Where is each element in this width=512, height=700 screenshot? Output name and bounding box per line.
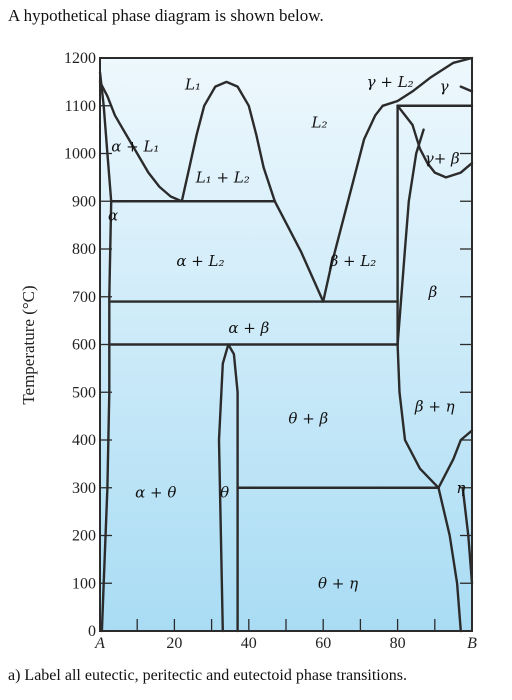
phase-boundary bbox=[437, 429, 474, 489]
x-tick-label: A bbox=[94, 635, 105, 652]
phase-boundary bbox=[459, 85, 474, 93]
phase-boundary bbox=[396, 128, 440, 489]
phase-label: β + η bbox=[414, 398, 455, 416]
x-tick-label: B bbox=[467, 635, 477, 652]
phase-label: α + β bbox=[228, 319, 269, 337]
x-axis-ticks: A 20 40 60 80 B bbox=[94, 619, 477, 652]
phase-boundary bbox=[381, 56, 474, 107]
question-text: a) Label all eutectic, peritectic and eu… bbox=[8, 667, 407, 684]
phase-label: α + L₁ bbox=[111, 137, 159, 155]
intro-text: A hypothetical phase diagram is shown be… bbox=[8, 6, 324, 25]
phase-boundary bbox=[180, 80, 276, 203]
y-tick-label: 700 bbox=[72, 289, 96, 306]
phase-label: α bbox=[108, 207, 118, 225]
y-tick-label: 200 bbox=[72, 528, 96, 545]
x-tick-label: 20 bbox=[166, 635, 182, 652]
phase-label: L₁ bbox=[184, 75, 201, 93]
y-tick-label: 1100 bbox=[65, 98, 96, 115]
phase-boundary bbox=[437, 486, 462, 633]
phase-boundary bbox=[396, 104, 474, 179]
y-tick-label: 600 bbox=[72, 337, 96, 354]
phase-label: η bbox=[456, 479, 465, 497]
phase-label: β + L₂ bbox=[329, 252, 377, 270]
phase-boundary bbox=[273, 200, 325, 303]
phase-boundary bbox=[322, 104, 384, 303]
phase-label: α + θ bbox=[135, 484, 176, 502]
invariant-lines bbox=[109, 104, 474, 489]
phase-label: θ + β bbox=[288, 410, 328, 428]
x-tick-label: 60 bbox=[315, 635, 331, 652]
phase-boundaries bbox=[98, 56, 474, 633]
phase-label: L₂ bbox=[310, 113, 327, 131]
phase-labels: L₁ L₂ γ + L₂ γ γ+ β α + L₁ α L₁ + L₂ α + L₂ β + L… bbox=[108, 73, 465, 592]
y-axis-ticks: 0 100 200 300 400 500 600 700 800 900 1000 1100 1200 bbox=[64, 50, 472, 640]
phase-label: θ + η bbox=[318, 574, 358, 592]
phase-boundary bbox=[98, 71, 113, 203]
y-tick-label: 500 bbox=[72, 384, 96, 401]
phase-label: γ bbox=[440, 78, 449, 96]
phase-label: θ bbox=[220, 484, 229, 502]
phase-label: α + L₂ bbox=[176, 252, 224, 270]
y-tick-label: 1000 bbox=[64, 146, 96, 163]
y-tick-label: 300 bbox=[72, 480, 96, 497]
y-axis-title: Temperature (°C) bbox=[19, 285, 38, 404]
phase-label: L₁ + L₂ bbox=[195, 168, 250, 186]
y-tick-label: 1200 bbox=[64, 50, 96, 67]
y-tick-label: 900 bbox=[72, 193, 96, 210]
y-tick-label: 400 bbox=[72, 432, 96, 449]
x-tick-label: 80 bbox=[390, 635, 406, 652]
y-tick-label: 0 bbox=[88, 623, 96, 640]
phase-label: β bbox=[428, 283, 438, 301]
phase-label: γ+ β bbox=[425, 149, 460, 167]
phase-label: γ + L₂ bbox=[367, 73, 414, 91]
phase-boundary bbox=[98, 80, 183, 203]
y-tick-label: 100 bbox=[72, 575, 96, 592]
y-tick-label: 800 bbox=[72, 241, 96, 258]
x-tick-label: 40 bbox=[241, 635, 257, 652]
